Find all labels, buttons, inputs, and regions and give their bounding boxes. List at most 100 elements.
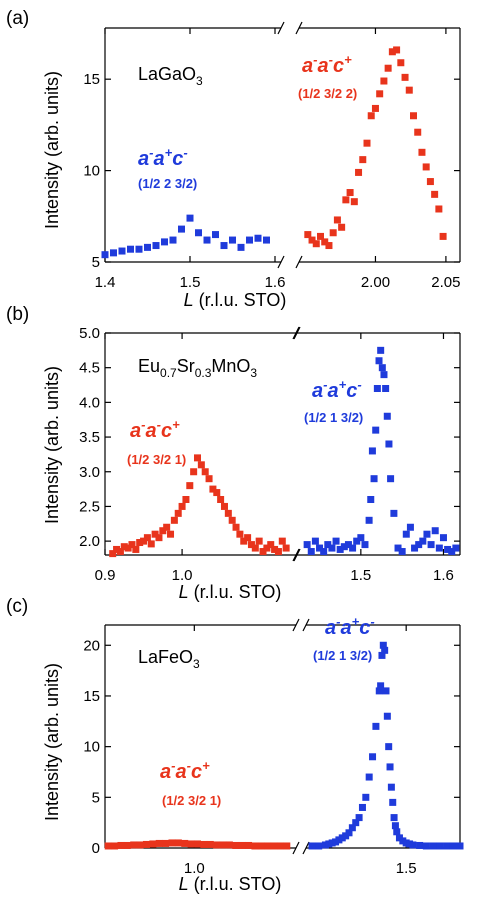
data-point — [448, 548, 456, 556]
data-point — [391, 822, 399, 830]
data-point — [385, 440, 393, 448]
data-point — [187, 840, 195, 848]
x-axis-label-italic: L — [179, 874, 189, 894]
glazer-sign: - — [171, 758, 175, 773]
y-tick-label: 15 — [83, 688, 100, 705]
data-point — [409, 841, 417, 849]
glazer-sign: + — [172, 417, 180, 432]
data-point — [303, 541, 311, 549]
data-point — [209, 485, 217, 493]
data-point — [149, 840, 157, 848]
data-point — [353, 537, 361, 545]
glazer-letter: c — [359, 617, 370, 639]
data-point — [116, 548, 124, 556]
data-point — [427, 541, 435, 549]
data-point — [378, 651, 386, 659]
x-axis-label-italic: L — [184, 290, 194, 310]
data-point — [182, 496, 190, 503]
data-point — [147, 540, 155, 548]
x-tick-label: 1.4 — [95, 274, 116, 291]
data-point — [251, 544, 259, 552]
data-point — [167, 530, 175, 538]
glazer-letter: a — [145, 420, 156, 442]
glazer-tilt-label: a-​a+​c-​ — [138, 145, 188, 170]
data-point — [387, 783, 395, 791]
y-axis-label: Intensity (arb. units) — [42, 71, 62, 229]
glazer-sign: - — [323, 377, 327, 392]
y-tick-label: 3.5 — [79, 429, 100, 446]
data-point — [174, 509, 182, 517]
data-point — [361, 541, 369, 549]
data-series-1 — [109, 454, 290, 558]
data-point — [169, 236, 177, 244]
glazer-sign: + — [165, 145, 173, 160]
data-point — [228, 516, 236, 524]
data-point — [383, 712, 391, 720]
material-subscript: 0.7 — [160, 366, 177, 380]
glazer-sign: - — [141, 417, 145, 432]
material-subscript: 3 — [250, 366, 257, 380]
data-point — [382, 687, 390, 695]
data-point — [333, 216, 341, 224]
data-point — [128, 541, 136, 549]
data-point — [307, 548, 315, 556]
glazer-tilt-label: a-​a+​c-​ — [325, 614, 375, 639]
data-point — [378, 364, 386, 372]
data-point — [276, 842, 284, 850]
data-point — [123, 841, 131, 849]
y-tick-label: 4.0 — [79, 394, 100, 411]
axis-break-mark — [293, 326, 301, 340]
data-point — [358, 803, 366, 811]
data-point — [422, 842, 430, 850]
data-point — [213, 841, 221, 849]
material-element: Sr — [177, 356, 195, 376]
data-point — [117, 841, 125, 849]
data-point — [338, 223, 346, 231]
data-point — [387, 475, 395, 483]
data-point — [316, 544, 324, 552]
material-subscript: 0.3 — [195, 366, 212, 380]
data-point — [345, 829, 353, 837]
axis-break-mark — [302, 618, 310, 632]
data-point — [282, 544, 290, 552]
data-point — [393, 46, 401, 54]
data-point — [385, 743, 393, 751]
data-point — [414, 128, 422, 136]
data-point — [308, 842, 316, 850]
data-point — [346, 189, 354, 197]
data-point — [444, 545, 452, 553]
data-point — [155, 839, 163, 847]
data-point — [219, 841, 227, 849]
data-series-1 — [104, 839, 291, 850]
data-point — [217, 496, 225, 503]
data-point — [190, 468, 198, 476]
data-point — [259, 548, 267, 556]
glazer-letter: a — [325, 617, 336, 639]
glazer-sign: - — [313, 52, 317, 67]
data-point — [357, 534, 365, 542]
material-label: Eu0.7​Sr0.3​MnO3​ — [138, 356, 257, 380]
glazer-letter: a — [340, 617, 351, 639]
material-formula: LaFeO — [138, 647, 193, 667]
data-point — [232, 841, 240, 849]
data-point — [402, 530, 410, 538]
data-point — [178, 502, 186, 510]
data-point — [324, 541, 332, 549]
glazer-tilt-label: a-​a-​c+​ — [160, 758, 210, 783]
glazer-sign: + — [344, 52, 352, 67]
data-point — [401, 73, 409, 81]
data-point — [136, 841, 144, 849]
material-label: LaGaO3 — [138, 64, 203, 88]
data-point — [410, 112, 417, 120]
data-point — [151, 530, 159, 538]
glazer-letter: a — [130, 420, 141, 442]
axis-break-mark — [295, 21, 303, 35]
x-tick-label: 2.00 — [361, 274, 390, 291]
data-point — [120, 543, 128, 551]
y-tick-label: 5 — [92, 789, 100, 806]
data-point — [264, 842, 272, 850]
data-point — [377, 346, 385, 354]
x-axis-label-italic: L — [179, 582, 189, 602]
x-axis-label: L (r.l.u. STO) — [179, 874, 282, 894]
data-point — [205, 475, 213, 483]
